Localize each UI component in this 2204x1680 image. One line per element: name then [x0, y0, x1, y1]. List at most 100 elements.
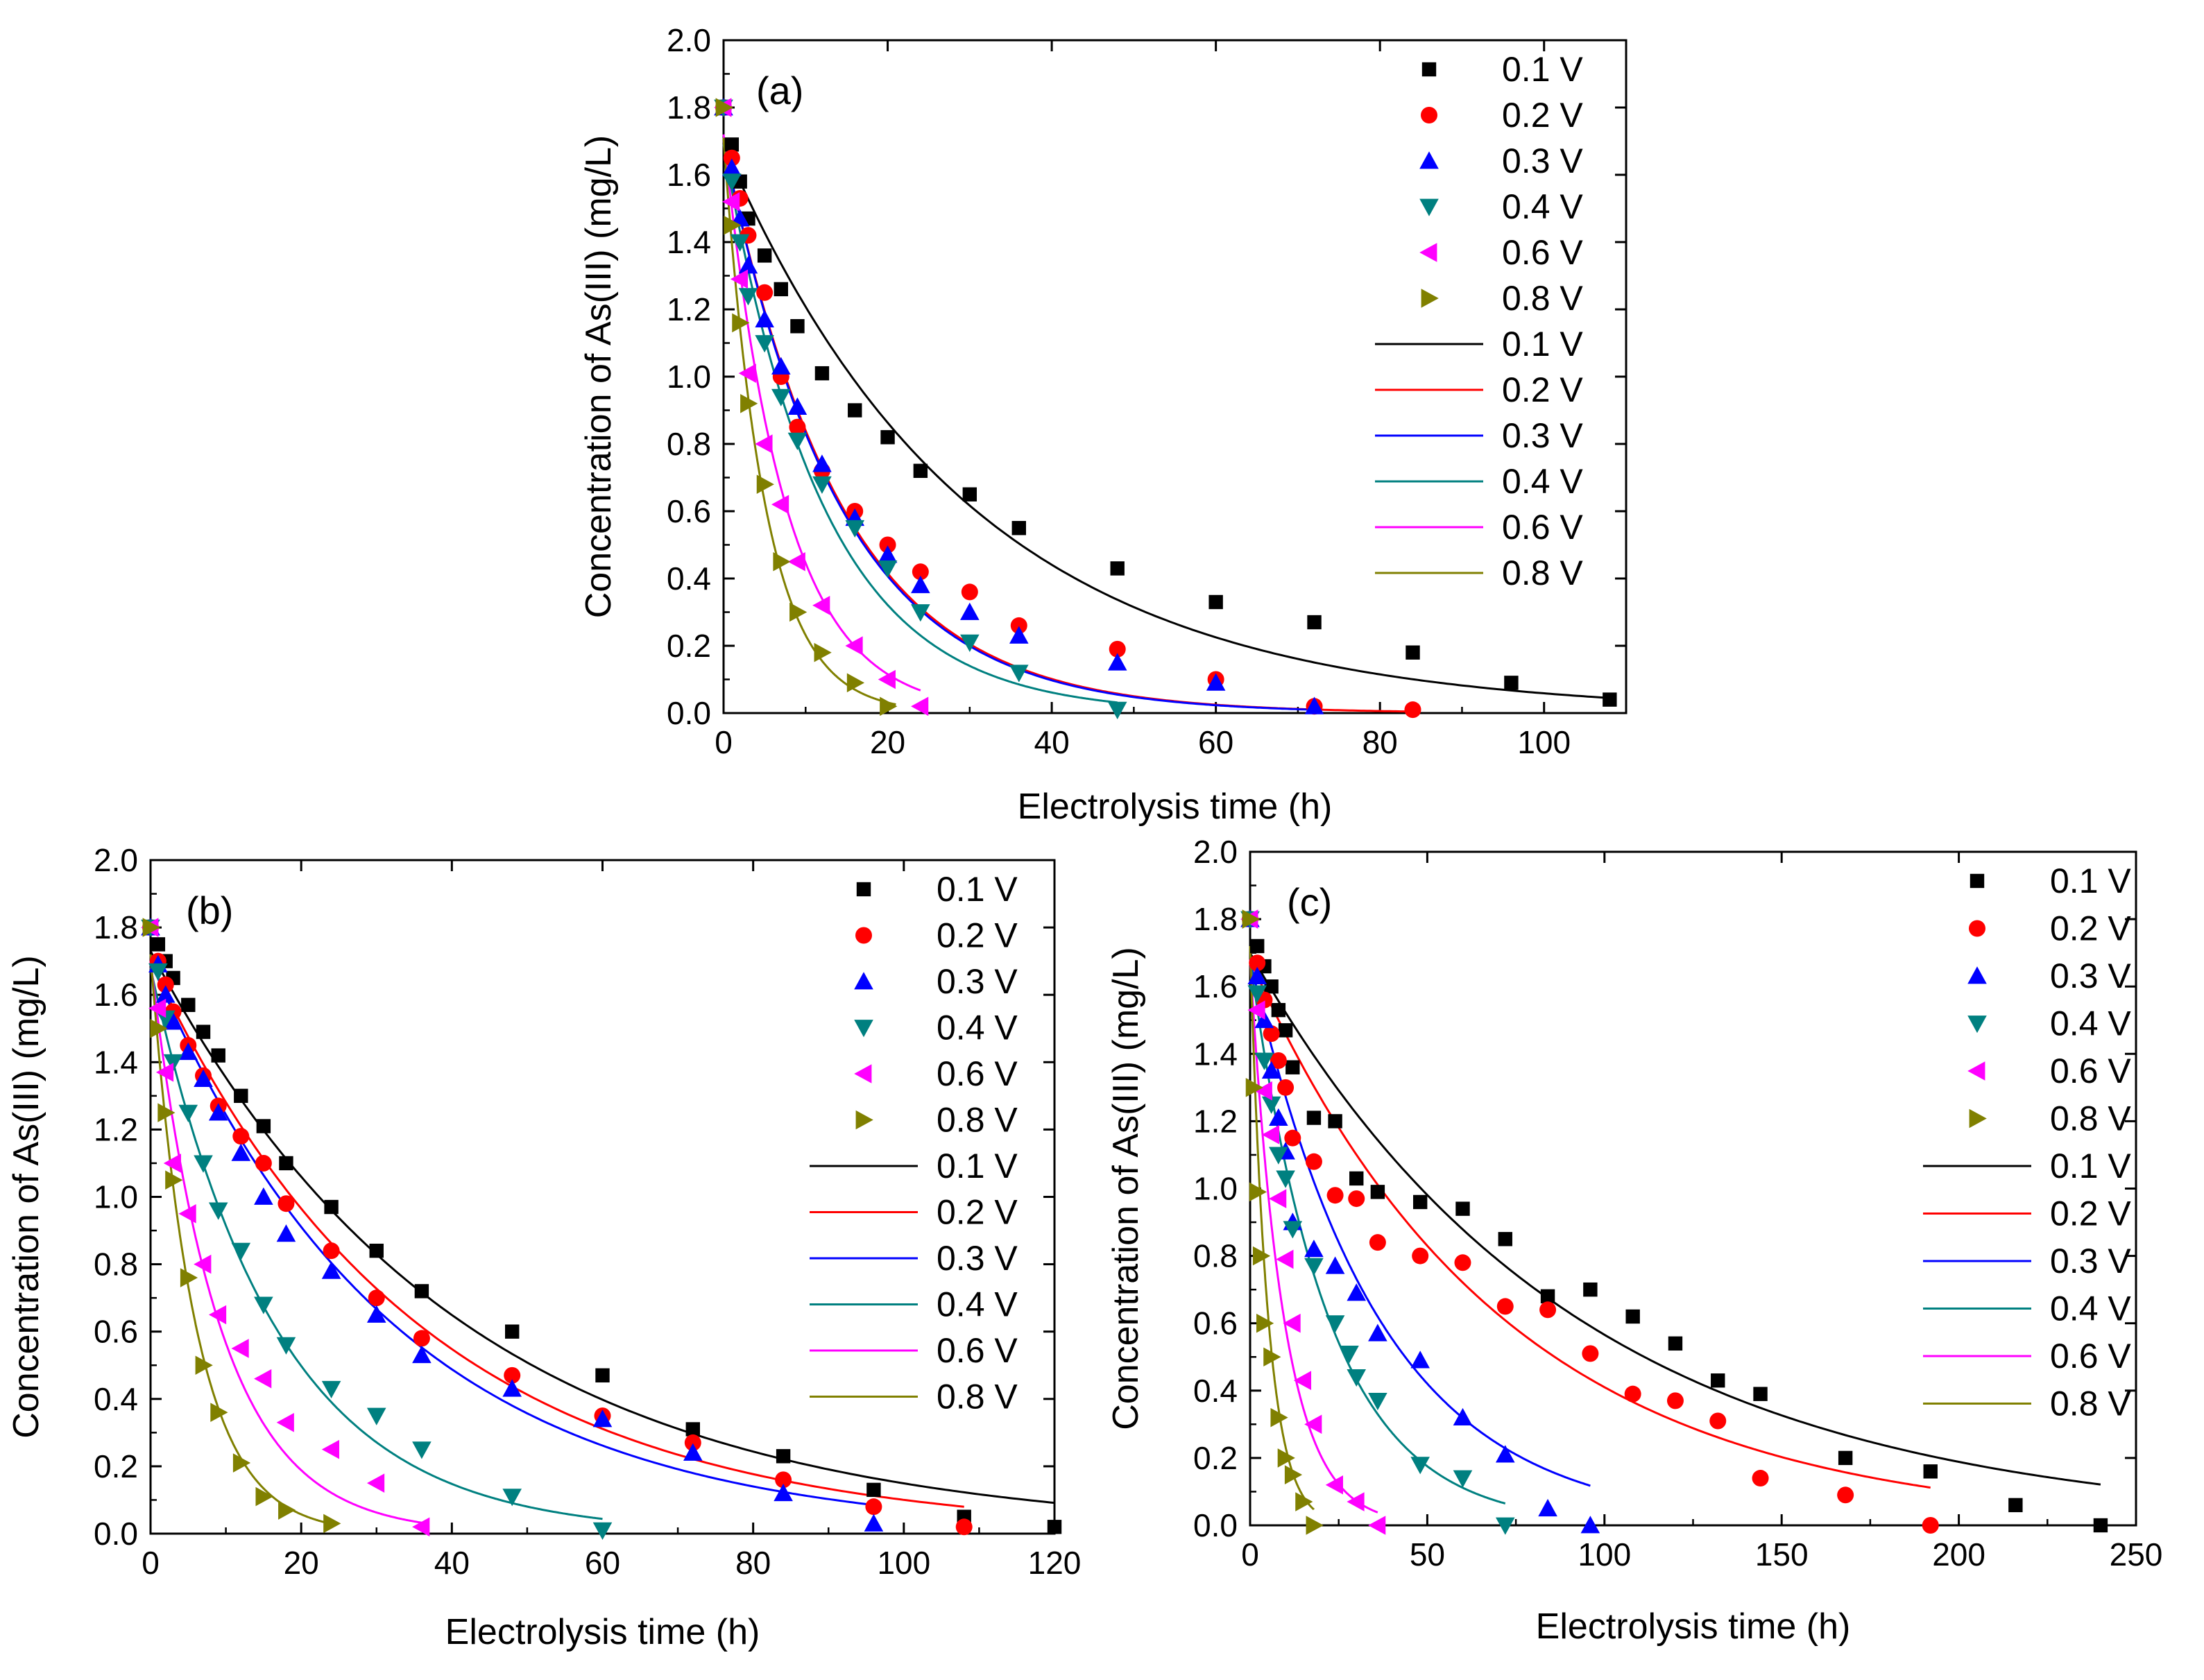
data-point-0-6-v	[1293, 1371, 1312, 1391]
data-point-0-3-v	[163, 1012, 183, 1030]
data-point-0-3-v	[1304, 696, 1324, 714]
data-point-0-1-v	[1540, 1289, 1555, 1304]
y-tick-label: 1.8	[1193, 901, 1238, 937]
data-point-0-3-v	[683, 1443, 703, 1461]
data-point-0-1-v	[685, 1422, 700, 1437]
data-point-0-4-v	[502, 1489, 522, 1507]
data-point-0-4-v	[148, 963, 168, 982]
data-point-0-8-v	[880, 696, 898, 717]
data-point-0-6-v	[321, 1439, 339, 1459]
y-tick-label: 0.2	[667, 628, 711, 664]
data-point-0-8-v	[773, 551, 791, 572]
y-tick-label: 2.0	[94, 842, 138, 878]
data-point-0-2-v	[255, 1154, 272, 1172]
y-tick-label: 1.8	[94, 909, 138, 945]
x-tick-label: 0	[142, 1545, 160, 1581]
data-point-0-1-v	[962, 487, 977, 502]
data-point-0-8-v	[180, 1268, 198, 1287]
data-point-0-3-v	[231, 1143, 251, 1161]
data-point-0-1-v	[1625, 1309, 1640, 1324]
data-point-0-4-v	[1340, 1345, 1359, 1364]
data-point-0-6-v	[730, 269, 749, 289]
data-point-0-6-v	[178, 1203, 196, 1224]
y-tick-label: 0.8	[667, 426, 711, 462]
data-point-0-8-v	[1306, 1516, 1324, 1535]
series-0-1-v	[143, 920, 1062, 1534]
fit-line-0-4-v	[149, 968, 603, 1520]
data-point-0-2-v	[879, 536, 896, 554]
panel-b: 0 20 40 60 80 100 120 0.0 0.2 0.4 0.6 0.8 1.0 1.2 1.4 1…	[6, 842, 1081, 1652]
data-point-0-3-v	[722, 158, 742, 176]
data-point-0-3-v	[1325, 1256, 1345, 1274]
series-0-4-v	[141, 919, 613, 1540]
data-point-0-6-v	[738, 363, 756, 383]
legend-marker-0-3-v	[854, 972, 873, 990]
data-point-0-6-v	[1368, 1516, 1386, 1535]
data-point-0-2-v	[1249, 954, 1266, 972]
data-point-0-6-v	[1304, 1414, 1322, 1434]
data-point-0-4-v	[1368, 1392, 1387, 1411]
legend-marker-0-2-v	[1421, 107, 1437, 123]
data-point-0-1-v	[505, 1324, 520, 1339]
x-tick-label: 100	[1517, 724, 1571, 760]
fit-line-0-8-v	[722, 137, 896, 706]
legend-label: 0.2 V	[1502, 370, 1583, 409]
fit-line-0-1-v	[149, 950, 1055, 1505]
data-point-0-2-v	[1922, 1517, 1939, 1534]
data-point-0-8-v	[195, 1355, 213, 1375]
x-tick-label: 120	[1028, 1545, 1082, 1581]
y-tick-label: 1.6	[94, 977, 138, 1013]
data-point-0-4-v	[178, 1104, 198, 1122]
y-tick-label: 1.2	[1193, 1103, 1238, 1139]
data-point-0-4-v	[1276, 1170, 1295, 1188]
legend-marker-0-1-v	[1421, 62, 1437, 77]
data-point-0-8-v	[789, 602, 808, 622]
data-point-0-3-v	[878, 545, 898, 563]
data-point-0-4-v	[1107, 701, 1127, 719]
legend-label: 0.1 V	[937, 870, 1018, 909]
data-point-0-4-v	[787, 432, 808, 450]
data-point-0-4-v	[1453, 1470, 1473, 1488]
x-tick-label: 0	[1241, 1536, 1259, 1572]
data-point-0-1-v	[776, 1449, 791, 1464]
plot-frame	[722, 39, 1628, 714]
data-point-0-4-v	[845, 520, 865, 538]
legend-marker-0-1-v	[856, 882, 871, 897]
data-point-0-1-v	[774, 282, 788, 297]
data-point-0-1-v	[1250, 938, 1265, 954]
fit-line-0-8-v	[1249, 945, 1315, 1511]
data-point-0-6-v	[231, 1339, 249, 1358]
fit-line-0-1-v	[1249, 952, 2101, 1486]
data-point-0-2-v	[1305, 1153, 1322, 1170]
data-point-0-3-v	[276, 1224, 296, 1242]
data-point-0-4-v	[1283, 1221, 1303, 1239]
data-point-0-2-v	[756, 284, 774, 301]
data-point-0-3-v	[1368, 1323, 1387, 1342]
data-point-0-2-v	[1284, 1129, 1301, 1147]
data-point-0-6-v	[1325, 1475, 1343, 1495]
data-point-0-1-v	[1711, 1373, 1725, 1388]
legend-marker-0-8-v	[1969, 1108, 1987, 1129]
data-point-0-8-v	[1263, 1347, 1281, 1367]
x-tick-label: 0	[715, 724, 733, 760]
data-point-0-4-v	[771, 388, 791, 406]
data-point-0-6-v	[1283, 1313, 1301, 1333]
data-point-0-1-v	[1306, 1111, 1322, 1125]
x-tick-label: 50	[1410, 1536, 1445, 1572]
data-point-0-2-v	[1404, 701, 1421, 719]
data-point-0-3-v	[774, 1483, 793, 1502]
data-point-0-4-v	[276, 1337, 296, 1355]
series-0-8-v	[715, 98, 898, 717]
panel-label: (c)	[1287, 880, 1332, 924]
legend-label: 0.2 V	[937, 916, 1018, 955]
data-point-0-3-v	[1107, 653, 1127, 671]
y-tick-label: 1.2	[94, 1111, 138, 1147]
legend-label: 0.1 V	[2050, 862, 2131, 900]
panel-a: 0 20 40 60 80 100 0.0 0.2 0.4 0.6 0.8 1.0 1.2 1.4 1.6 1…	[579, 22, 1628, 827]
data-point-0-8-v	[846, 673, 865, 693]
data-point-0-2-v	[1624, 1385, 1641, 1403]
legend-marker-0-2-v	[1969, 920, 1985, 937]
legend-label: 0.8 V	[1502, 279, 1583, 318]
data-point-0-8-v	[1245, 1078, 1263, 1097]
data-point-0-3-v	[321, 1261, 341, 1279]
